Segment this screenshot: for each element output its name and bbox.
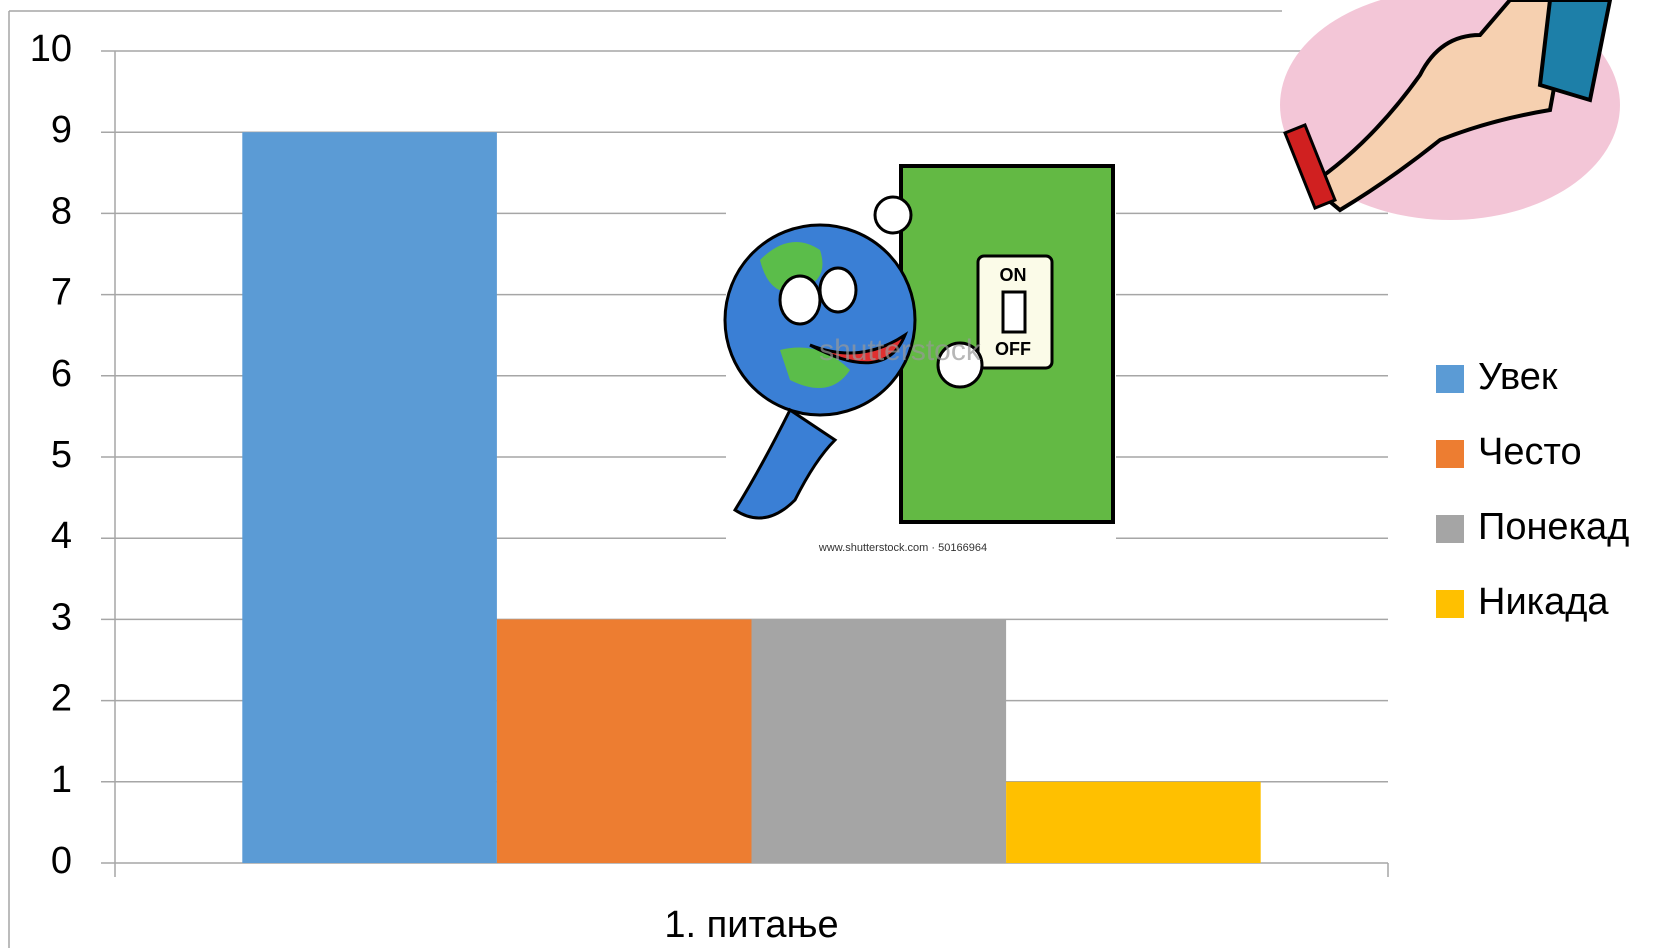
globe-land — [760, 242, 850, 388]
y-tick-label: 7 — [51, 272, 72, 314]
bar — [751, 619, 1007, 863]
y-tick-label: 0 — [51, 840, 72, 882]
y-tick-label: 5 — [51, 434, 72, 476]
legend-label: Често — [1478, 431, 1582, 473]
credit: www.shutterstock.com · 50166964 — [818, 542, 987, 554]
y-tick-label: 3 — [51, 596, 72, 638]
y-tick-label: 2 — [51, 678, 72, 720]
mouth — [809, 331, 909, 365]
x-tick-label: 1. питање — [664, 904, 838, 946]
bar — [242, 132, 497, 863]
eye-left — [778, 274, 822, 326]
hand-cuff — [1283, 123, 1337, 210]
globe-body — [732, 407, 838, 520]
watermark: shutterstock — [819, 334, 982, 367]
legend-swatch — [1436, 590, 1464, 618]
switch-toggle — [1001, 290, 1027, 334]
legend: Увек Често Понекад Никада — [1436, 356, 1629, 623]
switch-off-label: OFF — [995, 339, 1031, 359]
hand — [936, 341, 984, 389]
switch-on-label: ON — [1000, 265, 1027, 285]
y-tick-label: 10 — [30, 28, 72, 70]
legend-label: Никада — [1478, 581, 1609, 623]
legend-label: Понекад — [1478, 506, 1629, 548]
legend-swatch — [1436, 365, 1464, 393]
bar — [1006, 781, 1261, 863]
eye-right — [818, 266, 858, 314]
y-tick-label: 6 — [51, 353, 72, 395]
legend-swatch — [1436, 515, 1464, 543]
y-tick-label: 1 — [51, 759, 72, 801]
y-tick-label: 8 — [51, 190, 72, 232]
legend-label: Увек — [1478, 356, 1558, 398]
hand-top — [873, 195, 913, 235]
legend-swatch — [1436, 440, 1464, 468]
hand-image — [1280, 0, 1620, 220]
y-tick-label: 9 — [51, 109, 72, 151]
plot-area: 0 1 2 3 4 5 6 7 8 9 10 1. питање — [30, 28, 1389, 946]
y-tick-label: 4 — [51, 515, 72, 557]
bar — [496, 619, 752, 863]
illustration: ON OFF shutterstock www.shutterstock.com… — [723, 160, 1116, 560]
hand-switch — [1537, 0, 1613, 103]
